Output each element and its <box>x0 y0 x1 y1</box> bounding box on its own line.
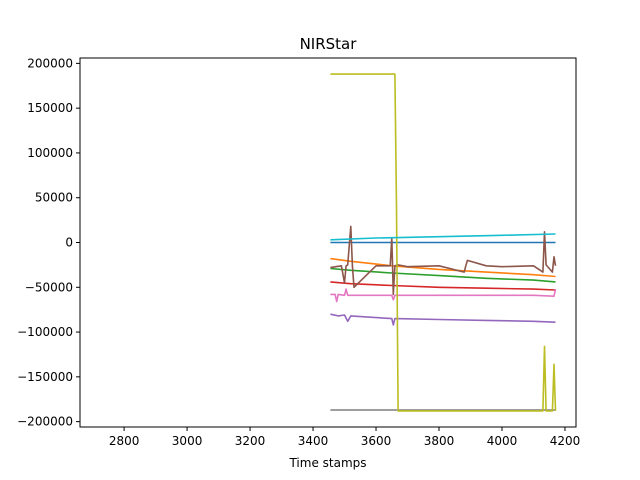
x-tick-label: 3200 <box>235 434 266 448</box>
y-tick-label: 0 <box>65 236 73 250</box>
series-line-5 <box>330 313 556 326</box>
plot-lines <box>330 73 557 412</box>
series-line-6 <box>330 225 557 296</box>
x-tick-label: 4000 <box>487 434 518 448</box>
y-tick-label: −150000 <box>17 370 73 384</box>
x-tick-label: 4200 <box>550 434 581 448</box>
y-tick-label: 100000 <box>27 146 73 160</box>
x-tick-label: 2800 <box>109 434 140 448</box>
chart-title: NIRStar <box>300 35 358 53</box>
y-tick-label: −50000 <box>25 280 73 294</box>
series-line-10 <box>330 233 556 241</box>
y-tick-label: 200000 <box>27 56 73 70</box>
y-tick-label: −100000 <box>17 325 73 339</box>
x-axis-label: Time stamps <box>288 456 366 470</box>
series-line-9 <box>330 73 557 412</box>
series-line-4 <box>330 281 556 291</box>
y-axis-ticks: 200000 150000 100000 50000 0 −50000 −100000 −15… <box>17 56 80 429</box>
y-tick-label: 50000 <box>35 191 73 205</box>
x-tick-label: 3800 <box>424 434 455 448</box>
x-tick-label: 3600 <box>361 434 392 448</box>
y-tick-label: −200000 <box>17 415 73 429</box>
y-tick-label: 150000 <box>27 101 73 115</box>
x-axis-ticks: 2800 3000 3200 3400 3600 3800 4000 4200 <box>109 427 580 448</box>
x-tick-label: 3000 <box>172 434 203 448</box>
x-tick-label: 3400 <box>298 434 329 448</box>
series-line-7 <box>330 288 557 303</box>
series-line-2 <box>330 257 556 278</box>
series-line-3 <box>330 267 556 283</box>
